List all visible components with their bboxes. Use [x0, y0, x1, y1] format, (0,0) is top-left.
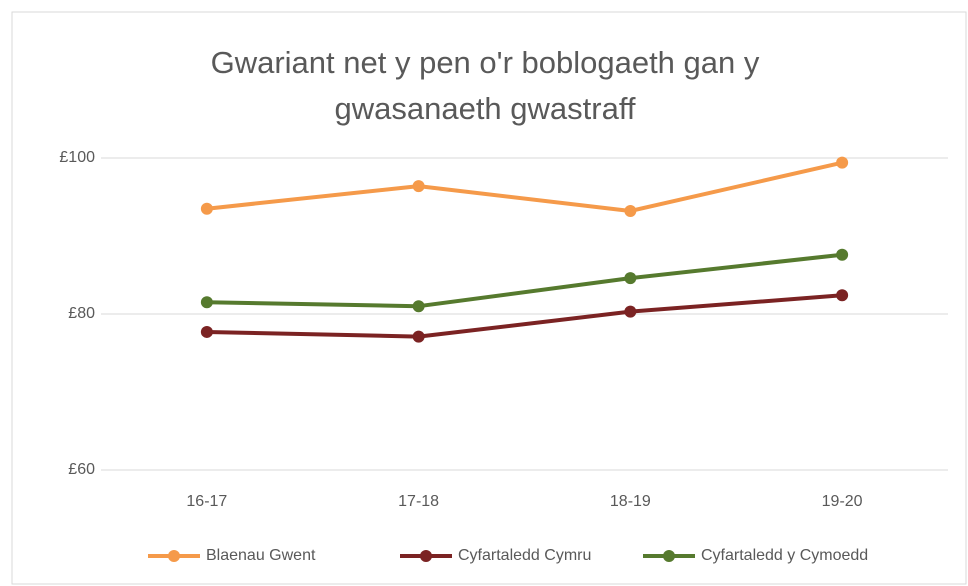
- x-tick-label: 17-18: [398, 493, 439, 510]
- legend-label: Cyfartaledd y Cymoedd: [701, 547, 868, 564]
- series-point: [836, 248, 849, 261]
- legend-swatch-point: [663, 550, 675, 562]
- series-line: [204, 252, 845, 309]
- series-point: [200, 296, 213, 309]
- series-point: [200, 202, 213, 215]
- series-point: [412, 330, 425, 343]
- chart-frame: [11, 11, 967, 585]
- series-point: [624, 305, 637, 318]
- y-tick-label: £60: [68, 461, 95, 478]
- y-tick-label: £80: [68, 305, 95, 322]
- chart-title: Gwariant net y pen o'r boblogaeth gan y …: [210, 45, 760, 126]
- series-line: [204, 293, 845, 339]
- legend-swatch-point: [168, 550, 180, 562]
- series-point: [624, 205, 637, 218]
- x-tick-label: 16-17: [186, 493, 227, 510]
- series-point: [836, 289, 849, 302]
- series-point: [836, 156, 849, 169]
- series-point: [412, 180, 425, 193]
- legend-label: Cyfartaledd Cymru: [458, 547, 591, 564]
- series-point: [624, 272, 637, 285]
- x-tick-label: 18-19: [610, 493, 651, 510]
- series-line: [204, 160, 845, 214]
- x-tick-label: 19-20: [822, 493, 863, 510]
- legend-label: Blaenau Gwent: [206, 547, 316, 564]
- legend-swatch-point: [420, 550, 432, 562]
- series-point: [200, 325, 213, 338]
- series-point: [412, 300, 425, 313]
- y-tick-label: £100: [59, 149, 95, 166]
